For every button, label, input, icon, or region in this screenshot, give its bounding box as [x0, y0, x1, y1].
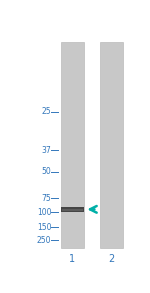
Text: 50: 50 [42, 167, 51, 176]
Text: 37: 37 [42, 146, 51, 155]
Text: 150: 150 [37, 223, 51, 232]
Bar [61, 207, 84, 212]
Text: 100: 100 [37, 208, 51, 217]
Text: 75: 75 [42, 194, 51, 202]
Text: 250: 250 [37, 236, 51, 245]
Bar [100, 42, 123, 248]
Bar [61, 42, 84, 248]
Bar [62, 209, 83, 211]
Text: 1: 1 [69, 254, 75, 264]
Text: 25: 25 [42, 107, 51, 116]
Text: 2: 2 [109, 254, 115, 264]
